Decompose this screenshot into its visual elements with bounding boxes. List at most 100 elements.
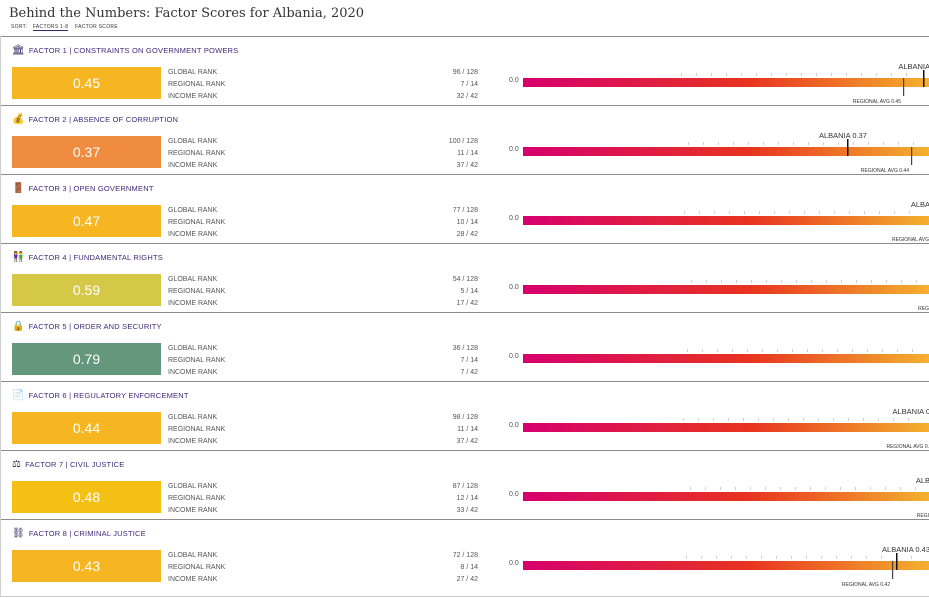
rank-values: 36 / 128 7 / 14 7 / 42 xyxy=(452,345,478,376)
axis-zero: 0.0 xyxy=(509,560,519,567)
door-icon: 🚪 xyxy=(12,183,25,194)
score-box: 0.45 xyxy=(12,67,161,99)
score-box: 0.44 xyxy=(12,412,161,444)
rank-values: 54 / 128 5 / 14 17 / 42 xyxy=(452,276,478,307)
score-box: 0.79 xyxy=(12,343,161,375)
axis-zero: 0.0 xyxy=(509,215,519,222)
country-ticks xyxy=(686,556,912,559)
albania-marker-label: ALB xyxy=(916,476,929,485)
regional-avg-label: REGIONAL AVG 0.44 xyxy=(861,168,909,174)
albania-marker-label: ALBANIA 0 xyxy=(892,407,929,416)
rank-values: 96 / 128 7 / 14 32 / 42 xyxy=(452,69,478,100)
regional-avg-marker xyxy=(903,78,905,96)
rank-labels: GLOBAL RANK REGIONAL RANK INCOME RANK xyxy=(168,138,226,169)
factor-section: 🚪 FACTOR 3 | OPEN GOVERNMENT 0.47 GLOBAL … xyxy=(1,174,929,244)
albania-marker-label: ALBA xyxy=(911,200,929,209)
factor-section: ⚖ FACTOR 7 | CIVIL JUSTICE 0.48 GLOBAL RA… xyxy=(1,450,929,520)
score-box: 0.37 xyxy=(12,136,161,168)
score-bar xyxy=(523,423,929,432)
score-bar xyxy=(523,354,929,363)
lock-icon: 🔒 xyxy=(12,321,25,332)
building-icon: 🏛 xyxy=(12,45,25,56)
rank-labels: GLOBAL RANK REGIONAL RANK INCOME RANK xyxy=(168,207,226,238)
regional-avg-label: REGIONAL AVG xyxy=(892,237,929,243)
rank-labels: GLOBAL RANK REGIONAL RANK INCOME RANK xyxy=(168,276,226,307)
factor-heading: 🚪 FACTOR 3 | OPEN GOVERNMENT xyxy=(12,183,154,194)
rank-values: 72 / 128 8 / 14 27 / 42 xyxy=(452,552,478,583)
money-bag-icon: 💰 xyxy=(12,114,25,125)
country-ticks xyxy=(690,487,916,490)
score-bar-group: ALBANIA REGIONAL AVG 0.45 xyxy=(523,62,929,105)
factor-heading: 💰 FACTOR 2 | ABSENCE OF CORRUPTION xyxy=(12,114,179,125)
factor-section: 💰 FACTOR 2 | ABSENCE OF CORRUPTION 0.37 G… xyxy=(1,105,929,175)
axis-zero: 0.0 xyxy=(509,284,519,291)
score-bar xyxy=(523,147,929,156)
page-title: Behind the Numbers: Factor Scores for Al… xyxy=(9,6,365,21)
factor-heading: 🏛 FACTOR 1 | CONSTRAINTS ON GOVERNMENT PO… xyxy=(12,45,239,56)
regional-avg-label: REGIONAL AVG 0.42 xyxy=(842,582,890,588)
rank-labels: GLOBAL RANK REGIONAL RANK INCOME RANK xyxy=(168,345,226,376)
document-icon: 📄 xyxy=(12,390,25,401)
scales-icon: ⚖ xyxy=(12,459,22,470)
score-bar-group: ALBANIA 0.37 REGIONAL AVG 0.44 xyxy=(523,131,929,174)
score-box: 0.47 xyxy=(12,205,161,237)
factor-heading: ⚖ FACTOR 7 | CIVIL JUSTICE xyxy=(12,459,125,470)
regional-avg-label: REG xyxy=(918,306,929,312)
country-ticks xyxy=(684,211,910,214)
score-bars: ALBANIA REGIONAL AVG 0.45 ALBANIA 0.37 REGI… xyxy=(523,62,929,588)
regional-avg-label: REGIONAL AVG 0.45 xyxy=(853,99,901,105)
sort-option-factors[interactable]: FACTORS 1-8 xyxy=(32,24,69,31)
people-icon: 👫 xyxy=(12,252,25,263)
rank-labels: GLOBAL RANK REGIONAL RANK INCOME RANK xyxy=(168,552,226,583)
score-bar-group: ALB REGI xyxy=(523,476,929,519)
score-bar xyxy=(523,285,929,294)
score-bar xyxy=(523,78,929,87)
albania-marker-label: ALBANIA xyxy=(898,62,929,71)
score-bar xyxy=(523,216,929,225)
country-ticks xyxy=(691,280,917,283)
country-ticks xyxy=(681,73,907,76)
rank-labels: GLOBAL RANK REGIONAL RANK INCOME RANK xyxy=(168,483,226,514)
rank-values: 77 / 128 10 / 14 28 / 42 xyxy=(452,207,478,238)
sort-label: SORT: xyxy=(11,24,28,30)
score-bar xyxy=(523,492,929,501)
regional-avg-marker xyxy=(892,561,894,579)
axis-zero: 0.0 xyxy=(509,422,519,429)
factor-heading: 🔒 FACTOR 5 | ORDER AND SECURITY xyxy=(12,321,162,332)
factor-section: 🔒 FACTOR 5 | ORDER AND SECURITY 0.79 GLOB… xyxy=(1,312,929,382)
country-ticks xyxy=(683,418,909,421)
regional-avg-marker xyxy=(911,147,913,165)
axis-zero: 0.0 xyxy=(509,353,519,360)
axis-zero: 0.0 xyxy=(509,491,519,498)
score-box: 0.48 xyxy=(12,481,161,513)
country-ticks xyxy=(687,349,913,352)
score-box: 0.59 xyxy=(12,274,161,306)
sort-option-score[interactable]: FACTOR SCORE xyxy=(75,24,118,30)
albania-marker xyxy=(923,70,925,87)
albania-marker xyxy=(847,139,849,156)
factor-heading: ⛓ FACTOR 8 | CRIMINAL JUSTICE xyxy=(12,528,146,539)
rank-values: 98 / 128 11 / 14 37 / 42 xyxy=(452,414,478,445)
factor-section: 🏛 FACTOR 1 | CONSTRAINTS ON GOVERNMENT PO… xyxy=(1,36,929,106)
regional-avg-label: REGI xyxy=(917,513,929,519)
rank-labels: GLOBAL RANK REGIONAL RANK INCOME RANK xyxy=(168,414,226,445)
albania-marker xyxy=(896,553,898,570)
score-bar xyxy=(523,561,929,570)
factor-heading: 👫 FACTOR 4 | FUNDAMENTAL RIGHTS xyxy=(12,252,163,263)
factor-section: ⛓ FACTOR 8 | CRIMINAL JUSTICE 0.43 GLOBAL… xyxy=(1,519,929,589)
factor-section: 👫 FACTOR 4 | FUNDAMENTAL RIGHTS 0.59 GLOB… xyxy=(1,243,929,313)
score-bar-group: ALBANIA 0 REGIONAL AVG 0. xyxy=(523,407,929,450)
factor-section: 📄 FACTOR 6 | REGULATORY ENFORCEMENT 0.44 … xyxy=(1,381,929,451)
score-bar-group xyxy=(523,349,929,363)
regional-avg-label: REGIONAL AVG 0. xyxy=(886,444,929,450)
axis-zero: 0.0 xyxy=(509,77,519,84)
rank-values: 100 / 128 11 / 14 37 / 42 xyxy=(448,138,478,169)
score-bar-group: REG xyxy=(523,280,929,312)
axis-zero: 0.0 xyxy=(509,146,519,153)
albania-marker-label: ALBANIA 0.43 xyxy=(882,545,929,554)
score-bar-group: ALBA REGIONAL AVG xyxy=(523,200,929,243)
score-box: 0.43 xyxy=(12,550,161,582)
handcuffs-icon: ⛓ xyxy=(12,528,25,539)
score-bar-group: ALBANIA 0.43 REGIONAL AVG 0.42 xyxy=(523,545,929,588)
country-ticks xyxy=(688,142,914,145)
